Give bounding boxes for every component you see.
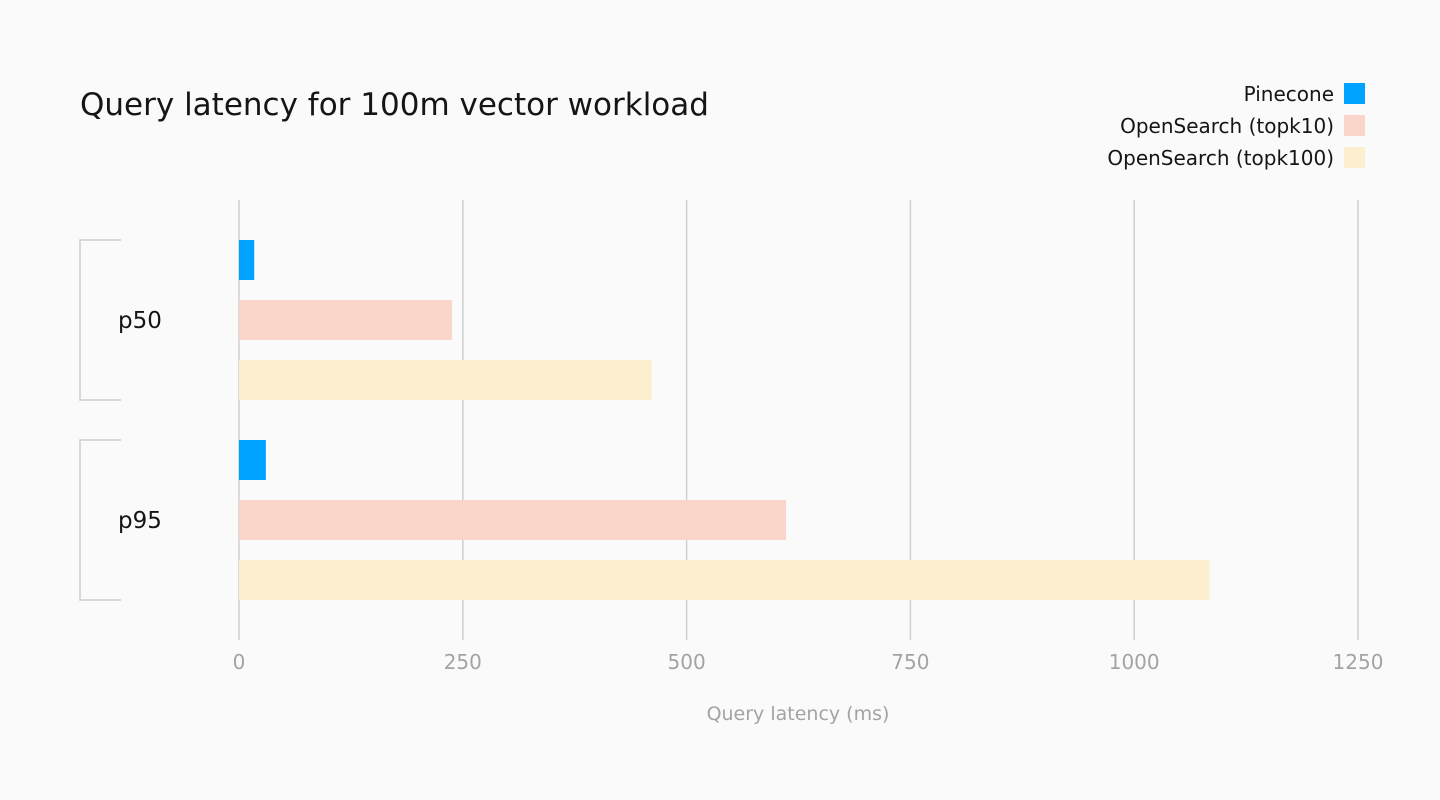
x-axis-label: Query latency (ms): [707, 703, 890, 725]
category-brackets: p50 p95: [79, 239, 162, 601]
bar-p95-2: [239, 560, 1210, 600]
legend-label: OpenSearch (topk100): [1107, 146, 1334, 170]
x-tick-label: 1250: [1333, 650, 1384, 674]
legend-swatch: [1344, 83, 1365, 104]
x-tick-label: 0: [233, 650, 246, 674]
bar-p95-1: [239, 500, 786, 540]
legend-label: Pinecone: [1244, 82, 1334, 106]
x-tick-label: 750: [891, 650, 929, 674]
x-tick-label: 1000: [1109, 650, 1160, 674]
category-label: p95: [118, 508, 162, 534]
x-tick-label: 250: [444, 650, 482, 674]
bars: [239, 240, 1210, 600]
legend-swatch: [1344, 147, 1365, 168]
chart-title: Query latency for 100m vector workload: [80, 87, 709, 123]
category-bracket: [79, 239, 121, 401]
category-bracket: [79, 439, 121, 601]
x-tick-label: 500: [668, 650, 706, 674]
legend-label: OpenSearch (topk10): [1120, 114, 1334, 138]
legend: Pinecone OpenSearch (topk10) OpenSearch (t…: [1107, 82, 1365, 170]
bar-p50-0: [239, 240, 255, 280]
bar-p50-2: [239, 360, 652, 400]
category-label: p50: [118, 308, 162, 334]
legend-swatch: [1344, 115, 1365, 136]
bar-p50-1: [239, 300, 453, 340]
x-axis-ticks: 0 250 500 750 1000 1250: [233, 650, 1384, 674]
bar-p95-0: [239, 440, 266, 480]
